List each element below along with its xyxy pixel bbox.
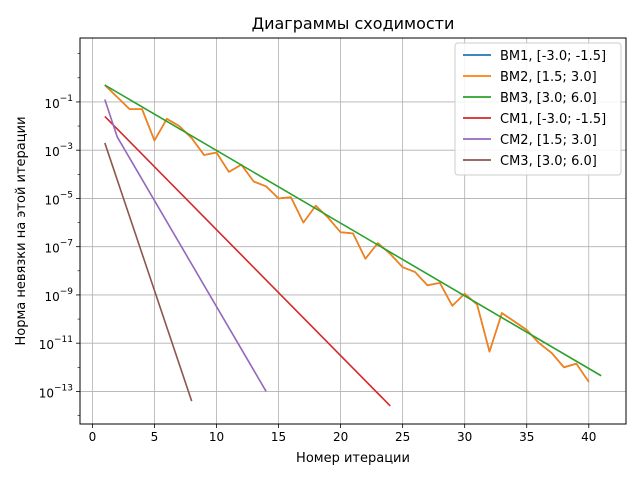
x-tick-label: 15 bbox=[271, 430, 286, 444]
x-tick-label: 20 bbox=[333, 430, 348, 444]
legend-label: BM2, [1.5; 3.0] bbox=[500, 70, 597, 85]
y-tick-label: 10−11 bbox=[39, 335, 73, 352]
x-tick-label: 35 bbox=[519, 430, 534, 444]
y-axis-label: Норма невязки на этой итерации bbox=[14, 116, 29, 345]
y-tick-label: 10−1 bbox=[44, 94, 73, 111]
x-tick-label: 10 bbox=[209, 430, 224, 444]
chart-title: Диаграммы сходимости bbox=[252, 14, 455, 33]
y-tick-label: 10−9 bbox=[44, 287, 73, 304]
plot-frame bbox=[79, 37, 627, 425]
x-tick-label: 5 bbox=[151, 430, 159, 444]
series-line bbox=[104, 142, 193, 402]
legend-box bbox=[454, 42, 622, 176]
series-lines bbox=[104, 84, 602, 407]
axis-ticks: 0 5 10 15 20 25 30 35 40 10−13 10−11 10−9 10−7 10−5 10… bbox=[39, 53, 596, 444]
legend-label: BM3, [3.0; 6.0] bbox=[500, 91, 597, 106]
x-tick-label: 0 bbox=[89, 430, 97, 444]
y-tick-label: 10−5 bbox=[44, 190, 73, 207]
series-line bbox=[104, 115, 391, 407]
x-axis-label: Номер итерации bbox=[296, 451, 410, 466]
x-tick-label: 25 bbox=[395, 430, 410, 444]
series-line bbox=[104, 99, 267, 392]
series-line bbox=[104, 84, 602, 377]
y-tick-label: 10−13 bbox=[39, 383, 73, 400]
y-tick-label: 10−3 bbox=[44, 142, 73, 159]
legend: BM1, [-3.0; -1.5] BM2, [1.5; 3.0] BM3, [3.… bbox=[454, 42, 622, 176]
legend-label: CM2, [1.5; 3.0] bbox=[500, 133, 597, 148]
legend-label: CM3, [3.0; 6.0] bbox=[500, 154, 597, 169]
legend-label: BM1, [-3.0; -1.5] bbox=[500, 49, 606, 64]
x-tick-label: 40 bbox=[581, 430, 596, 444]
y-tick-label: 10−7 bbox=[44, 239, 73, 256]
x-tick-label: 30 bbox=[457, 430, 472, 444]
legend-label: CM1, [-3.0; -1.5] bbox=[500, 112, 606, 127]
